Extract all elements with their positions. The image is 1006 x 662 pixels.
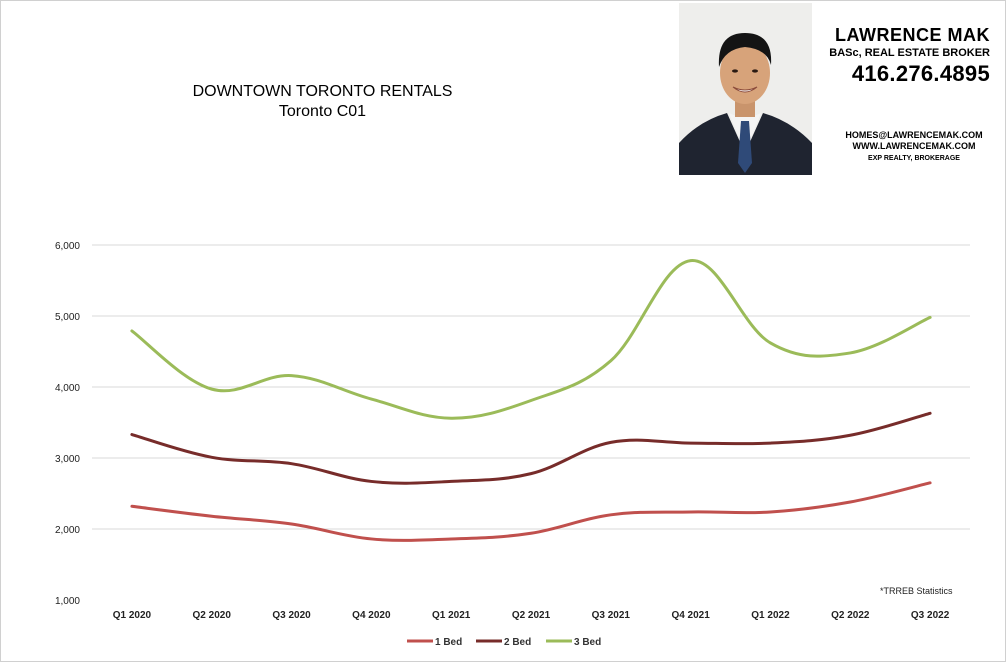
x-tick-label: Q1 2020 xyxy=(113,610,152,621)
legend-label: 1 Bed xyxy=(435,637,462,648)
series-line-1-bed xyxy=(130,481,932,542)
source-annotation: *TRREB Statistics xyxy=(880,586,953,596)
y-tick-label: 4,000 xyxy=(55,383,80,394)
x-tick-label: Q4 2021 xyxy=(671,610,710,621)
agent-portrait-image xyxy=(679,3,812,175)
agent-website: WWW.LAWRENCEMAK.COM xyxy=(852,141,976,151)
agent-photo xyxy=(679,3,812,175)
series-line-2-bed xyxy=(130,411,932,485)
agent-email: HOMES@LAWRENCEMAK.COM xyxy=(845,130,983,140)
agent-brokerage: EXP REALTY, BROKERAGE xyxy=(868,155,960,162)
x-tick-label: Q3 2021 xyxy=(592,610,631,621)
agent-credentials: BASc, REAL ESTATE BROKER xyxy=(829,47,990,59)
x-tick-label: Q4 2020 xyxy=(352,610,391,621)
x-tick-label: Q1 2021 xyxy=(432,610,471,621)
y-tick-label: 1,000 xyxy=(55,596,80,607)
x-tick-label: Q1 2022 xyxy=(751,610,790,621)
series-line-3-bed xyxy=(130,259,932,420)
x-tick-label: Q2 2020 xyxy=(193,610,232,621)
y-tick-label: 2,000 xyxy=(55,525,80,536)
chart-subtitle: Toronto C01 xyxy=(278,103,367,120)
y-tick-label: 5,000 xyxy=(55,312,80,323)
legend-label: 2 Bed xyxy=(504,637,531,648)
x-tick-label: Q2 2022 xyxy=(831,610,870,621)
chart-title: DOWNTOWN TORONTO RENTALS xyxy=(192,83,453,100)
x-tick-label: Q2 2021 xyxy=(512,610,551,621)
x-tick-label: Q3 2020 xyxy=(272,610,311,621)
y-tick-label: 3,000 xyxy=(55,454,80,465)
agent-phone: 416.276.4895 xyxy=(851,61,990,86)
chart-title-block: DOWNTOWN TORONTO RENTALS Toronto C01 xyxy=(150,82,495,122)
agent-card: LAWRENCE MAK BASc, REAL ESTATE BROKER 41… xyxy=(820,24,990,166)
y-tick-label: 6,000 xyxy=(55,241,80,252)
legend-label: 3 Bed xyxy=(574,637,601,648)
x-tick-label: Q3 2022 xyxy=(911,610,950,621)
agent-name: LAWRENCE MAK xyxy=(835,25,990,45)
